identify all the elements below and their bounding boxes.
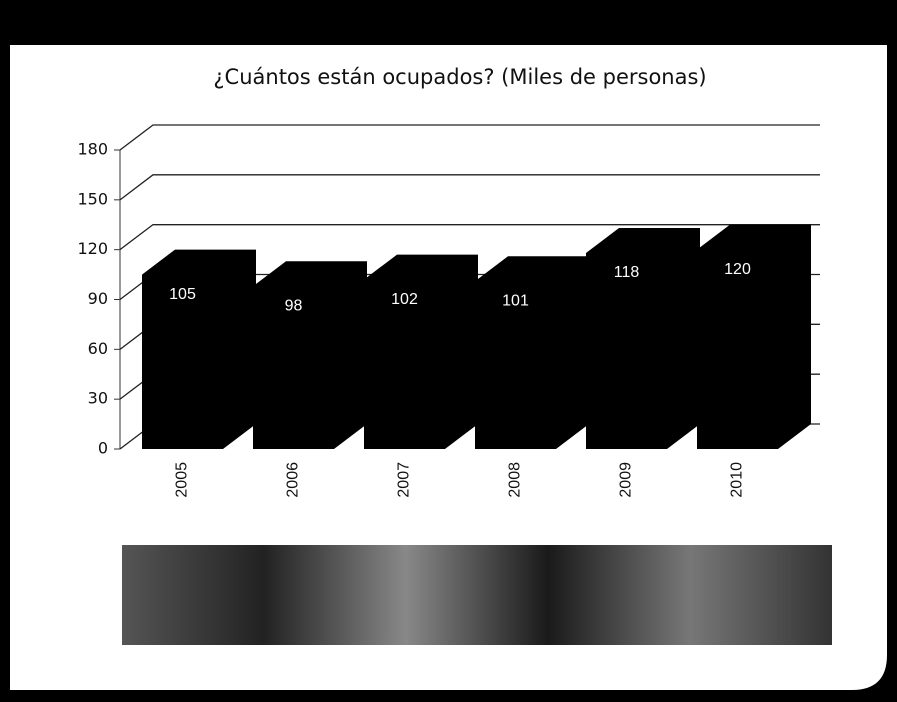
x-tick-label: 2008: [507, 462, 524, 498]
watermark: OBSERVATORIO: [504, 232, 583, 242]
y-tick-label: 90: [88, 289, 108, 308]
bar: [697, 225, 811, 449]
y-tick-label: 180: [77, 140, 108, 159]
bar: [586, 228, 700, 449]
data-label: 120: [724, 261, 751, 278]
x-tick-label: 2007: [396, 462, 413, 498]
y-tick-label: 60: [88, 339, 108, 358]
y-tick-label: 150: [77, 189, 108, 208]
x-tick-label: 2010: [729, 462, 746, 498]
data-label: 102: [391, 291, 418, 308]
bar: [142, 250, 256, 449]
x-tick-label: 2009: [618, 462, 635, 498]
bar: [475, 256, 589, 449]
y-tick-label: 30: [88, 389, 108, 408]
data-label: 118: [614, 264, 640, 281]
data-label: 105: [169, 286, 196, 303]
y-tick-label: 0: [98, 439, 108, 458]
x-tick-label: 2006: [285, 462, 302, 498]
y-tick-label: 120: [77, 239, 108, 258]
blurred-image: [122, 545, 832, 645]
bar: [364, 255, 478, 449]
chart: ¿Cuántos están ocupados? (Miles de perso…: [0, 0, 897, 702]
page: ¿Cuántos están ocupados? (Miles de perso…: [0, 0, 897, 702]
data-label: 98: [285, 297, 303, 314]
data-label: 101: [502, 292, 529, 309]
bar: [253, 261, 367, 449]
x-tick-label: 2005: [174, 462, 191, 498]
chart-title: ¿Cuántos están ocupados? (Miles de perso…: [213, 65, 706, 89]
